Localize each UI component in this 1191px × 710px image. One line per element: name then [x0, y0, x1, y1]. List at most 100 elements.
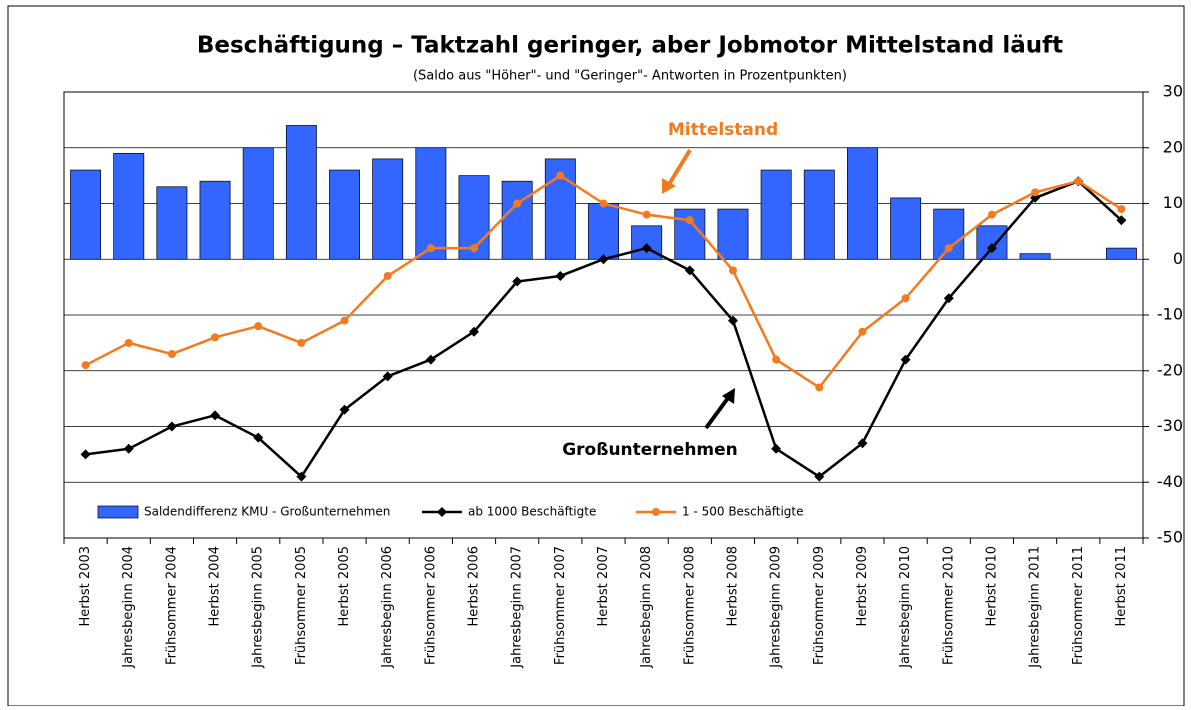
- marker: [513, 199, 522, 208]
- arrow: [704, 396, 730, 430]
- annotation: Mittelstand: [668, 120, 778, 140]
- marker: [296, 471, 307, 482]
- x-tick-label: Frühsommer 2011: [1071, 546, 1086, 665]
- marker: [425, 354, 436, 365]
- y-tick-label: 10: [1163, 193, 1183, 212]
- marker: [254, 322, 263, 331]
- x-tick-label: Frühsommer 2004: [164, 546, 179, 665]
- x-tick-label: Frühsommer 2005: [294, 546, 309, 665]
- marker: [900, 354, 911, 365]
- marker: [944, 244, 953, 253]
- marker: [253, 432, 264, 443]
- x-tick-label: Jahresbeginn 2009: [769, 546, 784, 669]
- bar: [329, 169, 360, 260]
- marker: [166, 421, 177, 432]
- legend-marker: [437, 507, 447, 517]
- x-tick-label: Herbst 2005: [337, 546, 352, 626]
- bar: [501, 180, 533, 260]
- x-tick-label: Jahresbeginn 2010: [898, 546, 913, 669]
- marker: [470, 244, 479, 253]
- marker: [469, 326, 480, 337]
- marker: [211, 333, 220, 342]
- marker: [857, 438, 868, 449]
- y-tick-label: -50: [1157, 528, 1183, 547]
- marker: [512, 276, 523, 287]
- frame: [7, 5, 1185, 707]
- bar: [717, 208, 749, 260]
- arrow: [666, 148, 692, 188]
- y-tick-label: 20: [1163, 137, 1183, 156]
- x-tick-label: Frühsommer 2008: [682, 546, 697, 665]
- marker: [426, 244, 435, 253]
- bar: [415, 147, 447, 260]
- marker: [297, 338, 306, 347]
- x-tick-label: Herbst 2004: [208, 546, 223, 626]
- marker: [901, 294, 910, 303]
- marker: [986, 243, 997, 254]
- annotation: Großunternehmen: [562, 440, 738, 460]
- y-tick-label: -10: [1157, 305, 1183, 324]
- bar: [976, 225, 1008, 260]
- marker: [124, 338, 133, 347]
- bar: [1019, 253, 1051, 260]
- y-tick-label: 0: [1173, 249, 1183, 268]
- x-tick-label: Frühsommer 2010: [941, 546, 956, 665]
- y-tick-label: 30: [1163, 82, 1183, 101]
- marker: [339, 404, 350, 415]
- marker: [1074, 177, 1083, 186]
- chart-title: Beschäftigung – Taktzahl geringer, aber …: [197, 33, 1063, 59]
- marker: [728, 266, 737, 275]
- x-tick-label: Herbst 2003: [78, 546, 93, 626]
- bar: [803, 169, 835, 260]
- y-tick-label: -20: [1157, 360, 1183, 379]
- marker: [771, 443, 782, 454]
- bar: [199, 180, 231, 260]
- marker: [556, 171, 565, 180]
- marker: [210, 410, 221, 421]
- bar: [890, 197, 922, 260]
- legend-marker: [652, 508, 660, 516]
- marker: [340, 316, 349, 325]
- bar: [285, 125, 317, 260]
- legend-label: ab 1000 Beschäftigte: [468, 505, 596, 519]
- x-tick-label: Jahresbeginn 2007: [510, 546, 525, 669]
- bar: [372, 158, 404, 260]
- x-tick-label: Herbst 2011: [1114, 546, 1129, 626]
- marker: [685, 216, 694, 225]
- arrow-head: [722, 388, 735, 404]
- bar: [113, 152, 145, 260]
- x-tick-label: Jahresbeginn 2005: [251, 546, 266, 669]
- x-tick-label: Jahresbeginn 2004: [121, 546, 136, 669]
- marker: [772, 355, 781, 364]
- marker: [598, 254, 609, 265]
- chart-subtitle: (Saldo aus "Höher"- und "Geringer"- Antw…: [413, 69, 847, 84]
- legend-label: 1 - 500 Beschäftigte: [682, 505, 804, 519]
- marker: [123, 443, 134, 454]
- x-tick-label: Frühsommer 2009: [812, 546, 827, 665]
- plot-area: [63, 91, 1144, 539]
- y-tick-label: -30: [1157, 416, 1183, 435]
- marker: [81, 361, 90, 370]
- marker: [1117, 205, 1126, 214]
- x-tick-label: Jahresbeginn 2008: [639, 546, 654, 669]
- marker: [383, 271, 392, 280]
- x-tick-label: Herbst 2007: [596, 546, 611, 626]
- x-tick-label: Frühsommer 2007: [553, 546, 568, 665]
- marker: [599, 199, 608, 208]
- legend-swatch: [97, 505, 139, 519]
- bar: [847, 147, 878, 260]
- marker: [382, 371, 393, 382]
- x-tick-label: Frühsommer 2006: [423, 546, 438, 665]
- x-tick-label: Jahresbeginn 2006: [380, 546, 395, 669]
- marker: [642, 210, 651, 219]
- bar: [242, 147, 274, 260]
- bar: [156, 186, 188, 260]
- marker: [1116, 215, 1127, 226]
- marker: [858, 327, 867, 336]
- legend-label: Saldendifferenz KMU - Großunternehmen: [144, 505, 390, 519]
- marker: [684, 265, 695, 276]
- x-tick-label: Herbst 2009: [855, 546, 870, 626]
- marker: [167, 350, 176, 359]
- x-tick-label: Herbst 2010: [984, 546, 999, 626]
